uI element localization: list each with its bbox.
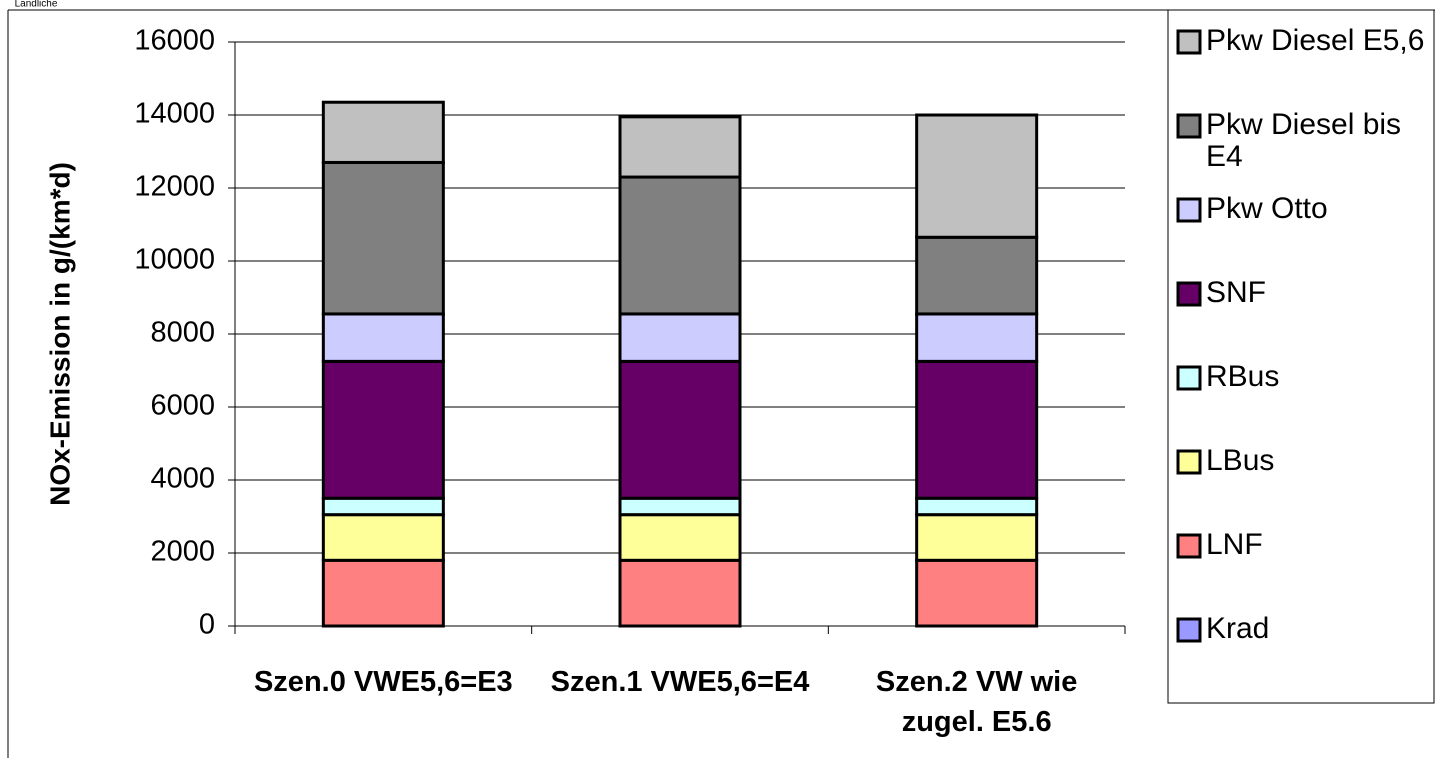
y-tick-label: 0 [199, 609, 215, 641]
y-tick-label: 4000 [150, 463, 215, 495]
bar-segment [915, 496, 1039, 517]
bar-segment [321, 160, 445, 316]
x-tick-label: Szen.2 VW wie zugel. E5.6 [875, 666, 1078, 738]
legend-swatch [1176, 281, 1202, 307]
bar-segment [321, 312, 445, 363]
legend-label: Pkw Diesel E5,6 [1206, 24, 1425, 57]
bar-segment [915, 558, 1039, 628]
legend-swatch [1176, 533, 1202, 559]
bar-segment [618, 175, 742, 316]
bar-segment [915, 513, 1039, 562]
corner-note: Landliche [15, 0, 58, 10]
y-axis-label: NOx-Emission in g/(km*d) [44, 162, 75, 506]
legend-swatch [1176, 449, 1202, 475]
y-tick-label: 16000 [134, 25, 215, 57]
y-tick-label: 8000 [150, 317, 215, 349]
legend-label: RBus [1206, 360, 1280, 393]
legend-swatch [1176, 113, 1202, 139]
bar-segment [618, 312, 742, 363]
legend-label: LNF [1206, 528, 1263, 561]
bar-segment [618, 558, 742, 628]
legend-swatch [1176, 365, 1202, 391]
bar-segment [618, 359, 742, 500]
legend-label: Pkw Diesel bis E4 [1206, 108, 1402, 173]
bar-segment [915, 359, 1039, 500]
y-tick-label: 10000 [134, 244, 215, 276]
bar-segment [618, 513, 742, 562]
y-tick-label: 2000 [150, 536, 215, 568]
y-tick-label: 14000 [134, 98, 215, 130]
legend-box [1167, 9, 1435, 704]
bar-segment [618, 115, 742, 179]
bar-segment [321, 100, 445, 164]
y-tick-label: 12000 [134, 171, 215, 203]
bar-segment [321, 359, 445, 500]
legend-swatch [1176, 29, 1202, 55]
legend-swatch [1176, 617, 1202, 643]
bar-segment [618, 496, 742, 517]
x-tick-label: Szen.0 VWE5,6=E3 [253, 666, 513, 698]
legend-swatch [1176, 197, 1202, 223]
legend-label: LBus [1206, 444, 1275, 477]
bar-segment [915, 312, 1039, 363]
bar-segment [321, 496, 445, 517]
legend-label: Krad [1206, 612, 1270, 645]
x-tick-label: Szen.1 VWE5,6=E4 [550, 666, 810, 698]
bar-segment [321, 513, 445, 562]
legend-label: SNF [1206, 276, 1266, 309]
bar-segment [915, 235, 1039, 316]
legend-label: Pkw Otto [1206, 192, 1328, 225]
bar-segment [321, 558, 445, 628]
y-tick-label: 6000 [150, 390, 215, 422]
bar-segment [915, 113, 1039, 239]
